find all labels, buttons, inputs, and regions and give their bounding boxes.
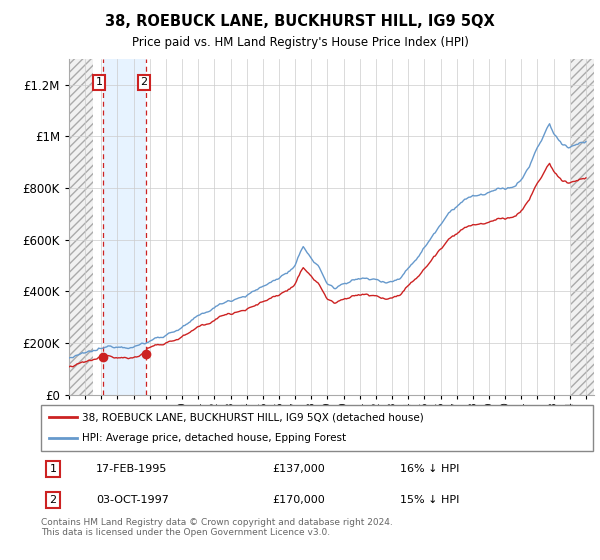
Text: Contains HM Land Registry data © Crown copyright and database right 2024.
This d: Contains HM Land Registry data © Crown c… xyxy=(41,518,392,538)
Text: 38, ROEBUCK LANE, BUCKHURST HILL, IG9 5QX (detached house): 38, ROEBUCK LANE, BUCKHURST HILL, IG9 5Q… xyxy=(82,412,424,422)
Text: £170,000: £170,000 xyxy=(272,495,325,505)
Text: 38, ROEBUCK LANE, BUCKHURST HILL, IG9 5QX: 38, ROEBUCK LANE, BUCKHURST HILL, IG9 5Q… xyxy=(105,14,495,29)
Bar xyxy=(69,59,93,395)
Text: 1: 1 xyxy=(49,464,56,474)
Text: 2: 2 xyxy=(140,77,148,87)
Bar xyxy=(571,59,594,395)
Text: 17-FEB-1995: 17-FEB-1995 xyxy=(96,464,167,474)
Text: 16% ↓ HPI: 16% ↓ HPI xyxy=(400,464,459,474)
Bar xyxy=(69,59,93,395)
Text: 2: 2 xyxy=(49,495,56,505)
Text: 03-OCT-1997: 03-OCT-1997 xyxy=(96,495,169,505)
Bar xyxy=(571,59,594,395)
FancyBboxPatch shape xyxy=(41,405,593,451)
Text: HPI: Average price, detached house, Epping Forest: HPI: Average price, detached house, Eppi… xyxy=(82,433,346,444)
Bar xyxy=(103,59,146,395)
Text: 1: 1 xyxy=(96,77,103,87)
Text: 15% ↓ HPI: 15% ↓ HPI xyxy=(400,495,459,505)
Text: Price paid vs. HM Land Registry's House Price Index (HPI): Price paid vs. HM Land Registry's House … xyxy=(131,36,469,49)
Text: £137,000: £137,000 xyxy=(272,464,325,474)
